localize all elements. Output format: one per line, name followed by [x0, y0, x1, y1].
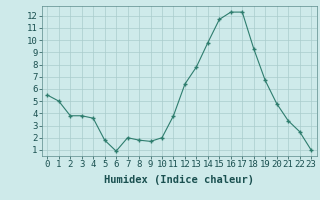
X-axis label: Humidex (Indice chaleur): Humidex (Indice chaleur): [104, 175, 254, 185]
